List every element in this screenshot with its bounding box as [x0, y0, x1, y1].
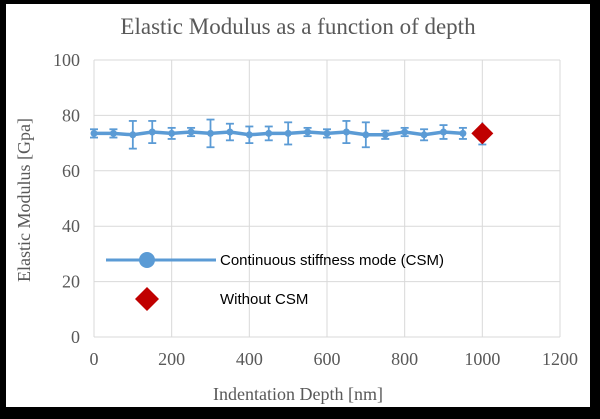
- x-tick-label: 800: [391, 349, 418, 369]
- data-series: [90, 118, 494, 150]
- csm-data-point: [362, 131, 370, 139]
- chart-title: Elastic Modulus as a function of depth: [120, 14, 476, 39]
- y-tick-label: 20: [62, 272, 80, 292]
- y-axis-label: Elastic Modulus [Gpa]: [14, 118, 34, 282]
- x-axis-label: Indentation Depth [nm]: [213, 384, 383, 404]
- x-tick-label: 600: [314, 349, 341, 369]
- legend-csm-marker: [139, 252, 155, 268]
- csm-data-point: [226, 128, 234, 136]
- grid-lines: [93, 59, 561, 338]
- csm-data-point: [284, 129, 292, 137]
- csm-data-point: [245, 131, 253, 139]
- legend: Continuous stiffness mode (CSM) Without …: [106, 252, 444, 311]
- csm-data-point: [381, 131, 389, 139]
- csm-data-point: [323, 129, 331, 137]
- csm-data-point: [440, 128, 447, 136]
- csm-data-point: [401, 128, 409, 136]
- csm-data-point: [342, 128, 350, 136]
- csm-data-point: [207, 129, 214, 137]
- csm-data-point: [187, 128, 195, 136]
- y-tick-label: 60: [62, 161, 80, 181]
- csm-data-point: [265, 129, 273, 137]
- x-tick-label: 0: [90, 349, 99, 369]
- chart-svg: Elastic Modulus as a function of depth 0…: [14, 14, 578, 404]
- legend-without-csm-marker: [135, 287, 159, 311]
- x-tick-label: 1200: [542, 349, 578, 369]
- csm-data-point: [420, 131, 428, 139]
- y-tick-label: 80: [62, 105, 80, 125]
- csm-data-point: [109, 129, 117, 137]
- y-tick-label: 100: [53, 50, 80, 70]
- without-csm-data-point: [471, 122, 494, 145]
- x-tick-label: 400: [236, 349, 263, 369]
- x-tick-label: 200: [158, 349, 185, 369]
- x-tick-label: 1000: [464, 349, 500, 369]
- y-tick-label: 40: [62, 216, 80, 236]
- csm-data-point: [304, 128, 312, 136]
- legend-without-csm-label: Without CSM: [220, 291, 308, 308]
- y-tick-label: 0: [71, 327, 80, 347]
- chart-container: Elastic Modulus as a function of depth 0…: [6, 4, 590, 407]
- legend-csm-label: Continuous stiffness mode (CSM): [220, 252, 444, 269]
- csm-data-point: [459, 129, 467, 137]
- csm-data-point: [168, 129, 176, 137]
- csm-data-point: [129, 131, 137, 139]
- csm-data-point: [90, 129, 98, 137]
- csm-data-point: [148, 128, 156, 136]
